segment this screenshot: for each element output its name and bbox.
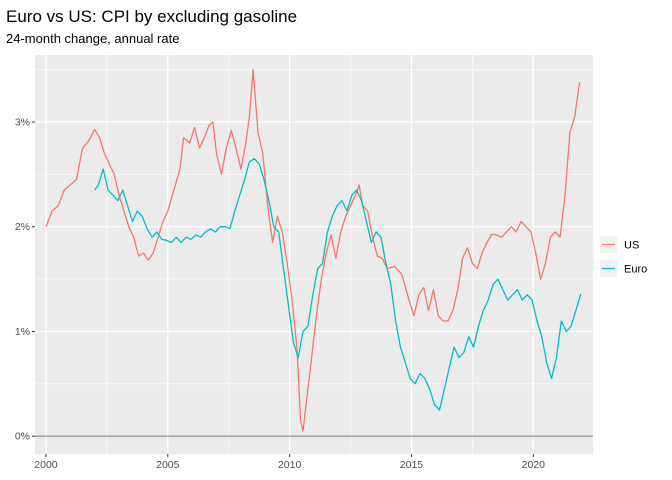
y-tick-label: 3%	[15, 117, 30, 129]
chart-title: Euro vs US: CPI by excluding gasoline	[6, 7, 297, 26]
y-tick-label: 1%	[15, 326, 30, 338]
series-line-us	[45, 69, 581, 432]
legend: US Euro	[600, 236, 647, 277]
legend-label-euro: Euro	[624, 264, 647, 276]
y-tick-label: 0%	[15, 431, 30, 443]
series-line-euro	[94, 158, 582, 411]
plot-panel	[35, 55, 593, 454]
x-tick-label: 2020	[522, 459, 546, 471]
y-axis-ticks: 0% 1% 2% 3%	[15, 117, 35, 443]
x-axis-ticks: 2000 2005 2010 2015 2020	[34, 454, 545, 471]
x-tick-label: 2015	[400, 459, 424, 471]
x-tick-label: 2000	[34, 459, 58, 471]
chart-subtitle: 24-month change, annual rate	[6, 31, 179, 46]
x-tick-label: 2010	[278, 459, 302, 471]
legend-label-us: US	[624, 240, 639, 252]
series-layer	[45, 69, 582, 432]
y-tick-label: 2%	[15, 221, 30, 233]
x-tick-label: 2005	[156, 459, 180, 471]
